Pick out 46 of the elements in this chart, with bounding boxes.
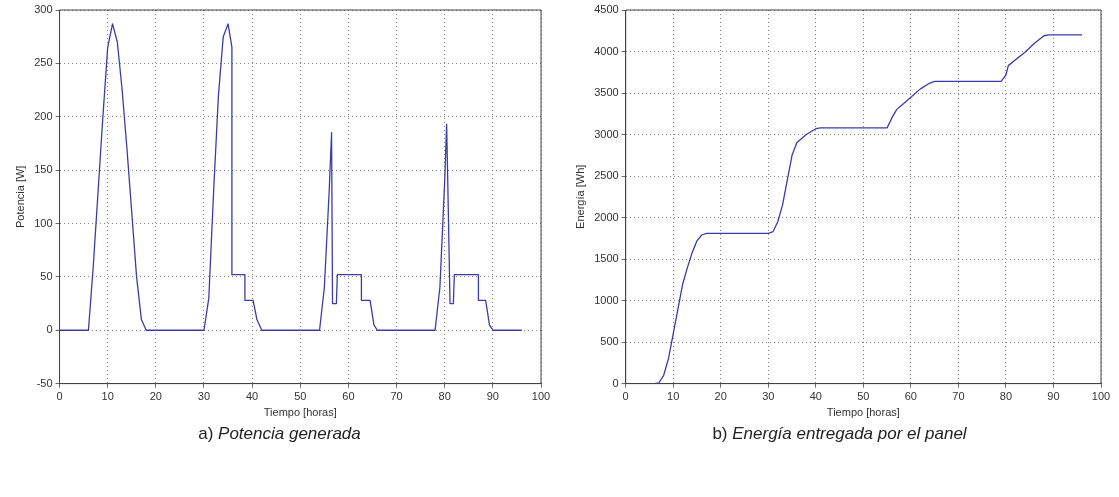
- x-tick-label: 0: [56, 390, 63, 403]
- x-tick-label: 30: [762, 390, 775, 403]
- y-tick-label: 250: [34, 56, 53, 69]
- y-tick-label: 1500: [594, 252, 619, 265]
- y-tick-label: 4000: [594, 44, 619, 57]
- y-tick-label: 3000: [594, 127, 619, 140]
- y-tick-label: 3500: [594, 86, 619, 99]
- x-tick-label: 100: [1091, 390, 1111, 403]
- x-tick-label: 60: [904, 390, 917, 403]
- x-tick-label: 0: [622, 390, 629, 403]
- x-tick-label: 10: [667, 390, 680, 403]
- x-tick-label: 10: [101, 390, 114, 403]
- x-tick-label: 30: [197, 390, 211, 403]
- x-tick-label: 40: [246, 390, 259, 403]
- y-tick-label: 100: [34, 216, 53, 229]
- y-tick-label: 50: [40, 269, 53, 282]
- x-tick-label: 70: [390, 390, 403, 403]
- x-tick-label: 20: [149, 390, 162, 403]
- x-tick-label: 90: [1047, 390, 1060, 403]
- y-tick-label: 2500: [594, 169, 619, 182]
- x-tick-label: 90: [486, 390, 499, 403]
- y-axis-title: Energía [Wh]: [573, 164, 586, 229]
- text: b) Energía entregada por el panel: [711, 424, 968, 444]
- x-tick-label: 40: [809, 390, 822, 403]
- x-tick-label: 60: [342, 390, 355, 403]
- y-tick-label: 200: [34, 109, 53, 122]
- y-tick-label: 2000: [594, 210, 619, 223]
- x-tick-label: 100: [531, 390, 551, 403]
- x-tick-label: 80: [999, 390, 1013, 403]
- x-tick-label: 80: [438, 390, 451, 403]
- x-tick-label: 70: [952, 390, 965, 403]
- y-tick-label: 500: [600, 335, 619, 348]
- y-tick-label: 0: [46, 323, 53, 336]
- y-tick-label: -50: [36, 376, 53, 389]
- y-axis-title: Potencia [W]: [13, 165, 26, 228]
- x-axis-title: Tiempo [horas]: [263, 406, 337, 419]
- y-tick-label: 0: [612, 376, 619, 389]
- x-tick-label: 50: [294, 390, 307, 403]
- y-tick-label: 300: [34, 3, 53, 16]
- text: a) Potencia generada: [197, 424, 362, 444]
- y-tick-label: 1000: [594, 293, 619, 306]
- x-tick-label: 20: [714, 390, 727, 403]
- y-tick-label: 150: [34, 163, 53, 176]
- y-tick-label: 4500: [594, 3, 619, 16]
- x-axis-title: Tiempo [horas]: [826, 406, 900, 419]
- x-tick-label: 50: [857, 390, 870, 403]
